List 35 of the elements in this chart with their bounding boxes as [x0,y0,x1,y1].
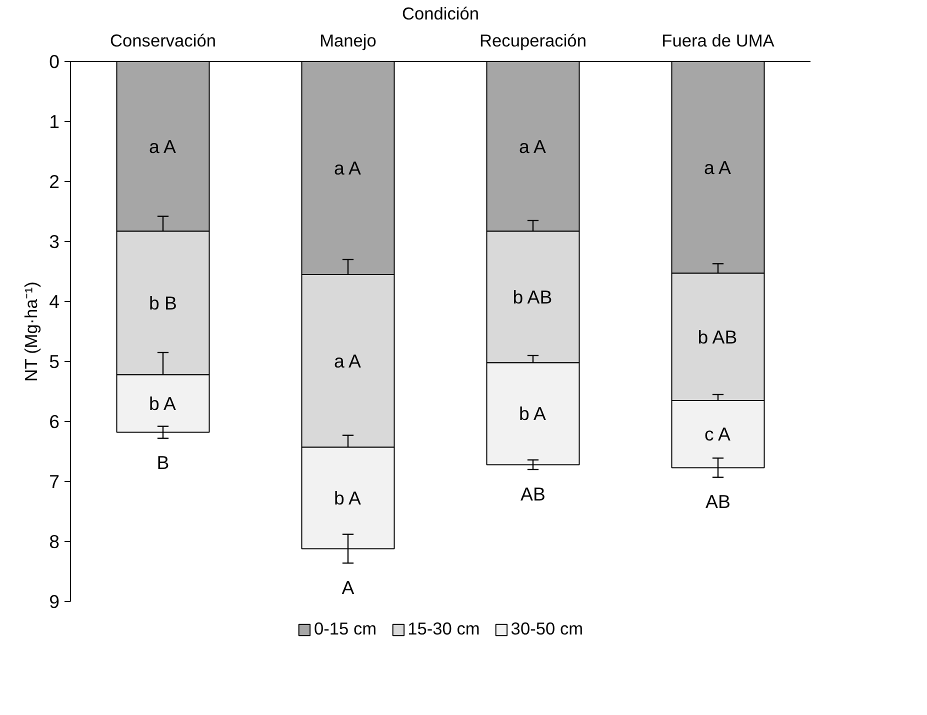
y-tick-label: 6 [49,411,60,432]
y-tick-label: 8 [49,531,60,552]
annotation: b AB [698,326,738,348]
x-tick-label: Manejo [320,30,376,50]
annotation: b B [149,292,178,314]
y-tick-label: 5 [49,351,60,372]
y-axis-title: NT (Mg·ha⁻¹) [21,282,42,382]
legend-label: 15-30 cm [408,618,480,640]
annotation: AB [520,483,546,504]
y-tick-label: 9 [49,591,60,612]
x-axis-title: Condición [402,4,480,24]
annotation: a A [149,136,177,157]
annotation: b A [334,488,362,508]
y-tick-label: 0 [49,51,60,72]
annotation: AB [706,491,730,512]
y-tick-label: 1 [49,111,60,132]
annotation: a A [334,158,362,178]
x-tick-label: Fuera de UMA [662,30,775,50]
annotation: B [156,452,170,474]
annotation: A [342,576,355,598]
y-tick-label: 2 [49,171,60,192]
x-tick-label: Conservación [110,30,216,50]
y-tick-label: 7 [49,471,60,492]
annotation: c A [704,424,732,445]
y-tick-label: 3 [49,231,60,252]
annotation: b AB [512,286,552,308]
legend-label: 0-15 cm [314,618,377,640]
y-tick-label: 4 [49,291,60,312]
annotation: a A [519,136,547,157]
x-tick-label: Recuperación [480,30,586,50]
annotation: b A [149,393,177,414]
annotation: a A [334,350,362,372]
legend-label: 30-50 cm [510,618,584,640]
annotation: b A [519,403,547,424]
annotation: a A [704,156,732,178]
